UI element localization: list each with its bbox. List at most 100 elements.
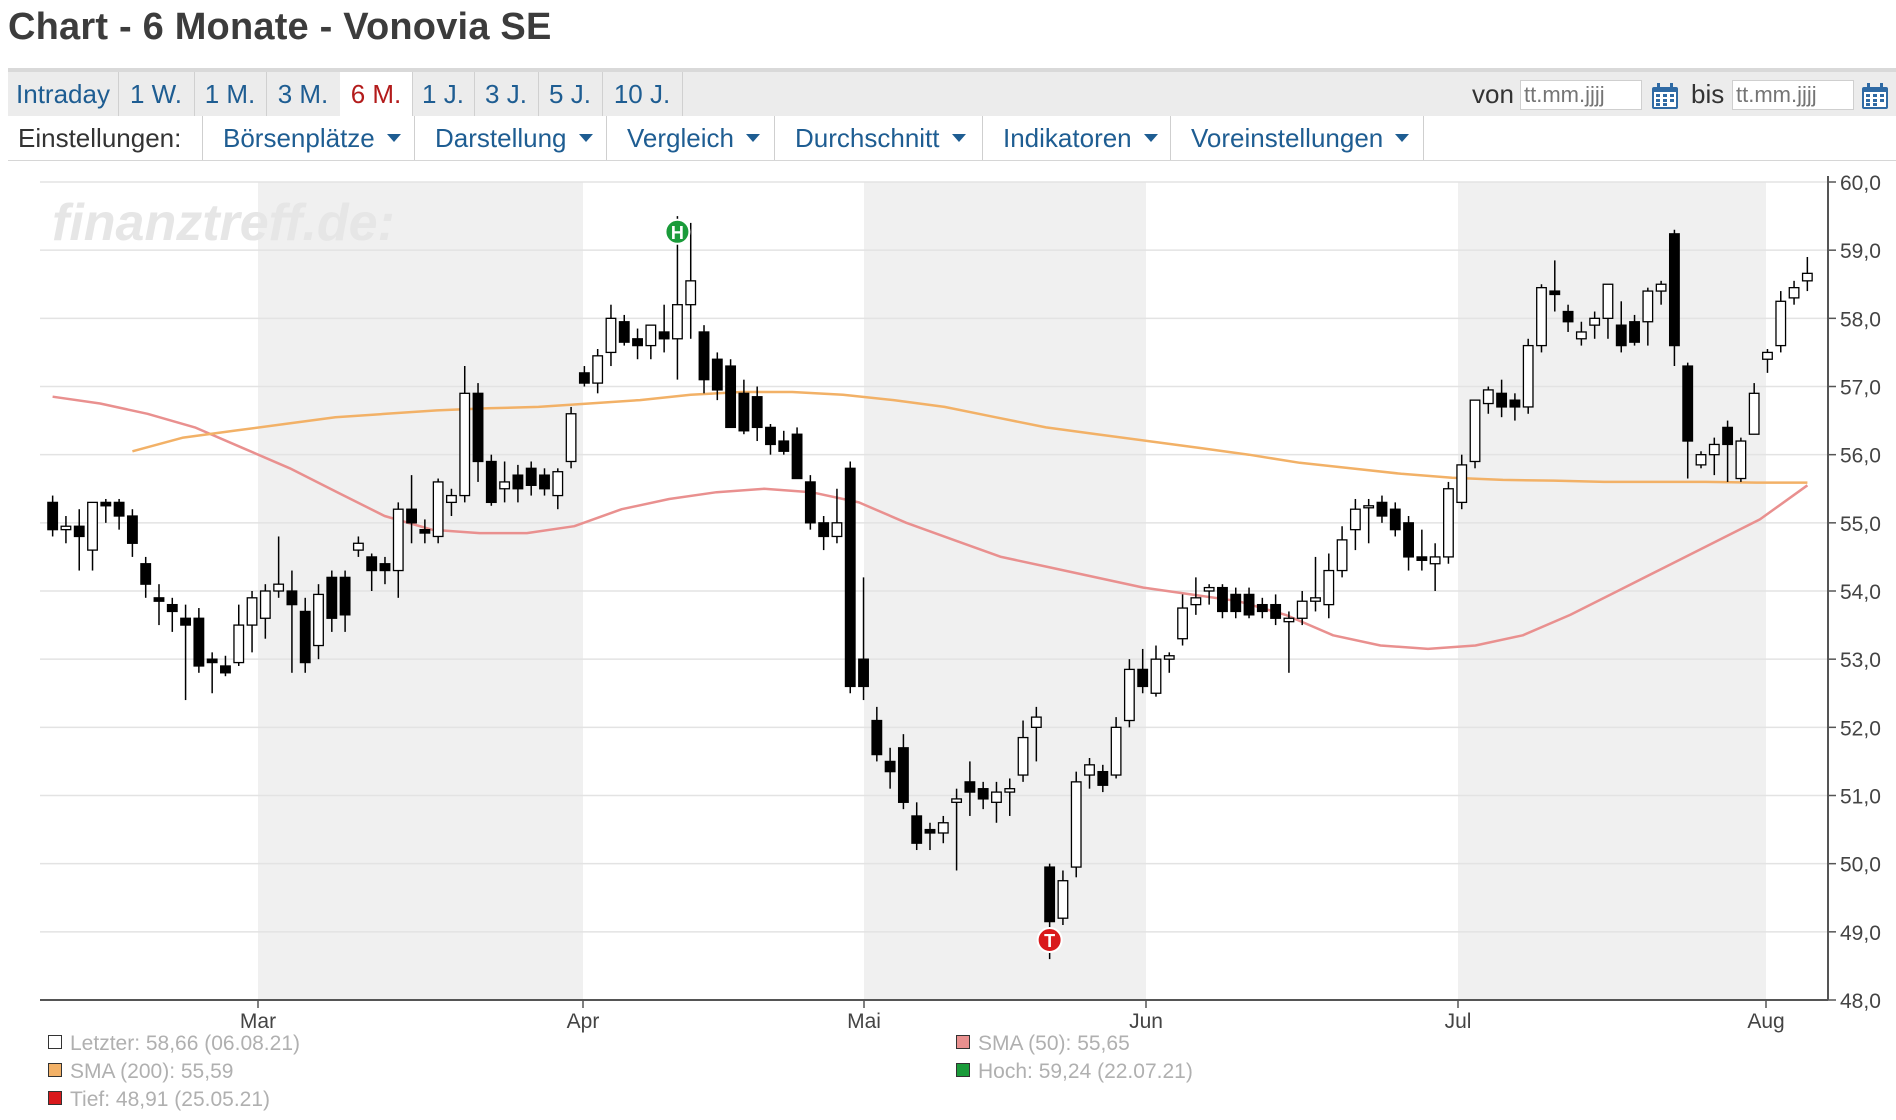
candle-down	[193, 617, 205, 667]
candle-down	[1549, 290, 1561, 296]
candle-down	[1230, 593, 1242, 613]
candle-up	[60, 525, 72, 531]
menu-boersenplaetze[interactable]: Börsenplätze	[202, 116, 414, 160]
x-tick-label: Mai	[847, 1010, 881, 1033]
caret-down-icon	[578, 134, 593, 143]
y-tick-label: 59,0	[1840, 240, 1881, 263]
candle-down	[1496, 392, 1508, 408]
from-date-input[interactable]	[1520, 80, 1642, 110]
x-tick-label: Jul	[1445, 1010, 1472, 1033]
candle-up	[671, 304, 683, 340]
candle-down	[818, 522, 830, 538]
legend-text: Hoch: 59,24 (22.07.21)	[978, 1060, 1193, 1083]
candle-down	[286, 590, 298, 606]
candle-up	[1801, 272, 1813, 282]
candle-down	[140, 563, 152, 585]
candle-up	[459, 392, 471, 497]
menu-vergleich[interactable]: Vergleich	[606, 116, 774, 160]
tab-5y[interactable]: 5 J.	[538, 72, 603, 116]
calendar-icon[interactable]	[1861, 82, 1889, 110]
low-marker	[1036, 926, 1063, 953]
candle-down	[1403, 522, 1414, 558]
candle-up	[246, 597, 258, 626]
candle-up	[1482, 389, 1494, 405]
menu-voreinstellungen[interactable]: Voreinstellungen	[1170, 116, 1424, 160]
legend-swatch	[48, 1091, 62, 1106]
candle-down	[1097, 770, 1109, 786]
candle-up	[1203, 586, 1215, 592]
candle-up	[273, 583, 285, 592]
tab-intraday[interactable]: Intraday	[8, 72, 119, 116]
candle-up	[1522, 344, 1534, 408]
candle-down	[658, 331, 670, 340]
menu-darstellung[interactable]: Darstellung	[414, 116, 606, 160]
tab-10y[interactable]: 10 J.	[602, 72, 683, 116]
y-tick-label: 51,0	[1840, 786, 1881, 809]
candle-down	[844, 467, 856, 688]
tab-3m[interactable]: 3 M.	[266, 72, 341, 116]
candle-down	[472, 392, 484, 463]
candle-up	[1150, 658, 1162, 694]
tab-6m[interactable]: 6 M.	[340, 72, 413, 116]
tab-3y[interactable]: 3 J.	[474, 72, 539, 116]
candle-down	[698, 331, 710, 381]
to-label: bis	[1691, 79, 1725, 109]
tab-1y[interactable]: 1 J.	[412, 72, 475, 116]
tab-1m[interactable]: 1 M.	[194, 72, 267, 116]
candle-up	[592, 355, 604, 384]
legend-text: Letzter: 58,66 (06.08.21)	[70, 1032, 300, 1055]
menu-durchschnitt[interactable]: Durchschnitt	[774, 116, 982, 160]
legend-swatch	[48, 1063, 62, 1078]
candle-up	[1163, 655, 1175, 660]
candle-up	[1469, 399, 1481, 463]
candle-down	[166, 603, 178, 613]
caret-down-icon	[951, 134, 966, 143]
candle-down	[180, 617, 192, 626]
candle-down	[964, 781, 976, 793]
candle-down	[897, 747, 909, 803]
candle-down	[632, 338, 643, 347]
sma200-line	[132, 390, 1808, 484]
candle-down	[1722, 426, 1734, 446]
candle-down	[778, 440, 790, 452]
tab-1w[interactable]: 1 W.	[118, 72, 195, 116]
candle-down	[220, 665, 231, 674]
candle-down	[406, 508, 417, 524]
candle-down	[738, 392, 750, 432]
candle-up	[446, 494, 457, 504]
candle-up	[1017, 736, 1029, 776]
candle-up	[1110, 726, 1122, 776]
candle-down	[1376, 501, 1388, 517]
candle-down	[924, 828, 936, 834]
to-date-input[interactable]	[1732, 80, 1854, 110]
low-marker-label: T	[1044, 931, 1055, 951]
candle-up	[685, 280, 697, 306]
candle-down	[539, 474, 550, 490]
candle-down	[126, 515, 138, 544]
menu-label: Durchschnitt	[795, 123, 940, 153]
candle-down	[1682, 365, 1694, 442]
candle-up	[1602, 283, 1614, 319]
candle-up	[1349, 508, 1361, 531]
candle-down	[485, 460, 497, 504]
candle-up	[565, 413, 577, 463]
candle-up	[1708, 443, 1720, 456]
candle-up	[1642, 290, 1654, 323]
candle-down	[1256, 603, 1268, 613]
menu-indikatoren[interactable]: Indikatoren	[982, 116, 1170, 160]
calendar-icon[interactable]	[1651, 82, 1679, 110]
y-tick-label: 60,0	[1840, 172, 1881, 195]
candle-up	[1589, 317, 1601, 326]
legend-sma200: SMA (200): 55,59	[48, 1060, 233, 1084]
caret-down-icon	[1143, 134, 1158, 143]
candle-up	[1762, 351, 1773, 360]
candle-down	[326, 576, 338, 619]
legend-text: Tief: 48,91 (25.05.21)	[70, 1088, 271, 1111]
candle-up	[1057, 880, 1069, 919]
candle-down	[1562, 310, 1574, 323]
y-tick-label: 55,0	[1840, 513, 1881, 536]
candle-down	[804, 481, 816, 524]
candle-up	[352, 542, 364, 551]
candle-down	[73, 525, 85, 538]
candle-up	[1775, 300, 1787, 347]
